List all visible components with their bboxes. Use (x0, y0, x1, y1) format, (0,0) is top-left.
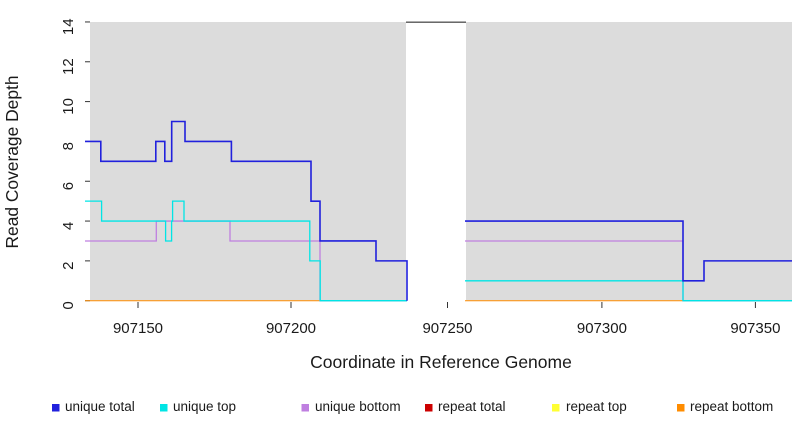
svg-text:12: 12 (60, 58, 77, 75)
svg-text:907150: 907150 (113, 320, 163, 337)
svg-text:907250: 907250 (422, 320, 472, 337)
svg-text:unique bottom: unique bottom (315, 399, 401, 414)
svg-text:Read Coverage Depth: Read Coverage Depth (2, 75, 22, 248)
svg-text:8: 8 (60, 142, 77, 150)
svg-text:repeat bottom: repeat bottom (690, 399, 773, 414)
svg-text:907350: 907350 (730, 320, 780, 337)
svg-text:907200: 907200 (266, 320, 316, 337)
svg-text:Coordinate in Reference Genome: Coordinate in Reference Genome (310, 352, 572, 372)
svg-text:907300: 907300 (577, 320, 627, 337)
svg-text:unique total: unique total (65, 399, 135, 414)
svg-text:repeat total: repeat total (438, 399, 506, 414)
svg-text:6: 6 (60, 182, 77, 190)
svg-text:14: 14 (60, 18, 77, 35)
svg-text:0: 0 (60, 301, 77, 309)
svg-text:4: 4 (60, 222, 77, 230)
svg-text:2: 2 (60, 262, 77, 270)
svg-text:repeat top: repeat top (566, 399, 627, 414)
svg-text:10: 10 (60, 98, 77, 115)
svg-text:unique top: unique top (173, 399, 236, 414)
